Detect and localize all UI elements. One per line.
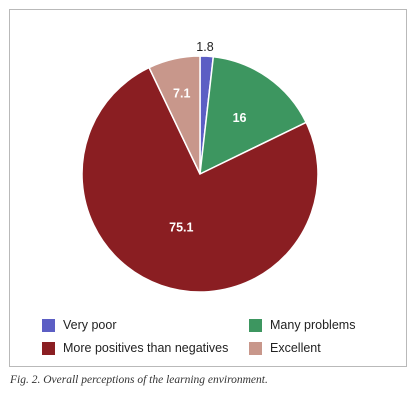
slice-label-more-positives: 75.1 xyxy=(169,220,193,234)
pie-slice-excellent xyxy=(148,55,201,175)
legend-very-poor: Very poor xyxy=(42,318,117,332)
pie-chart: 1.8 16 75.1 7.1 xyxy=(81,40,319,293)
legend-swatch-more-positives xyxy=(42,341,55,355)
legend-label-many-problems: Many problems xyxy=(270,318,356,332)
legend-excellent: Excellent xyxy=(249,341,321,355)
legend-swatch-very-poor xyxy=(42,318,55,332)
figure-frame: 1.8 16 75.1 7.1 Very poor Many problems Mor… xyxy=(9,9,407,367)
legend-swatch-excellent xyxy=(249,341,262,355)
pie-slice-many-problems xyxy=(199,55,308,176)
pie-slice-more-positives xyxy=(81,66,319,293)
figure-caption: Fig. 2. Overall perceptions of the learn… xyxy=(10,374,268,386)
slice-label-very-poor: 1.8 xyxy=(196,40,213,54)
legend-label-more-positives: More positives than negatives xyxy=(63,341,229,355)
slice-label-many-problems: 16 xyxy=(233,111,247,125)
legend-label-very-poor: Very poor xyxy=(63,318,117,332)
slice-label-excellent: 7.1 xyxy=(173,86,190,100)
legend-swatch-many-problems xyxy=(249,318,262,332)
legend-label-excellent: Excellent xyxy=(270,341,321,355)
legend-more-positives: More positives than negatives xyxy=(42,341,228,355)
legend-many-problems: Many problems xyxy=(249,318,355,332)
